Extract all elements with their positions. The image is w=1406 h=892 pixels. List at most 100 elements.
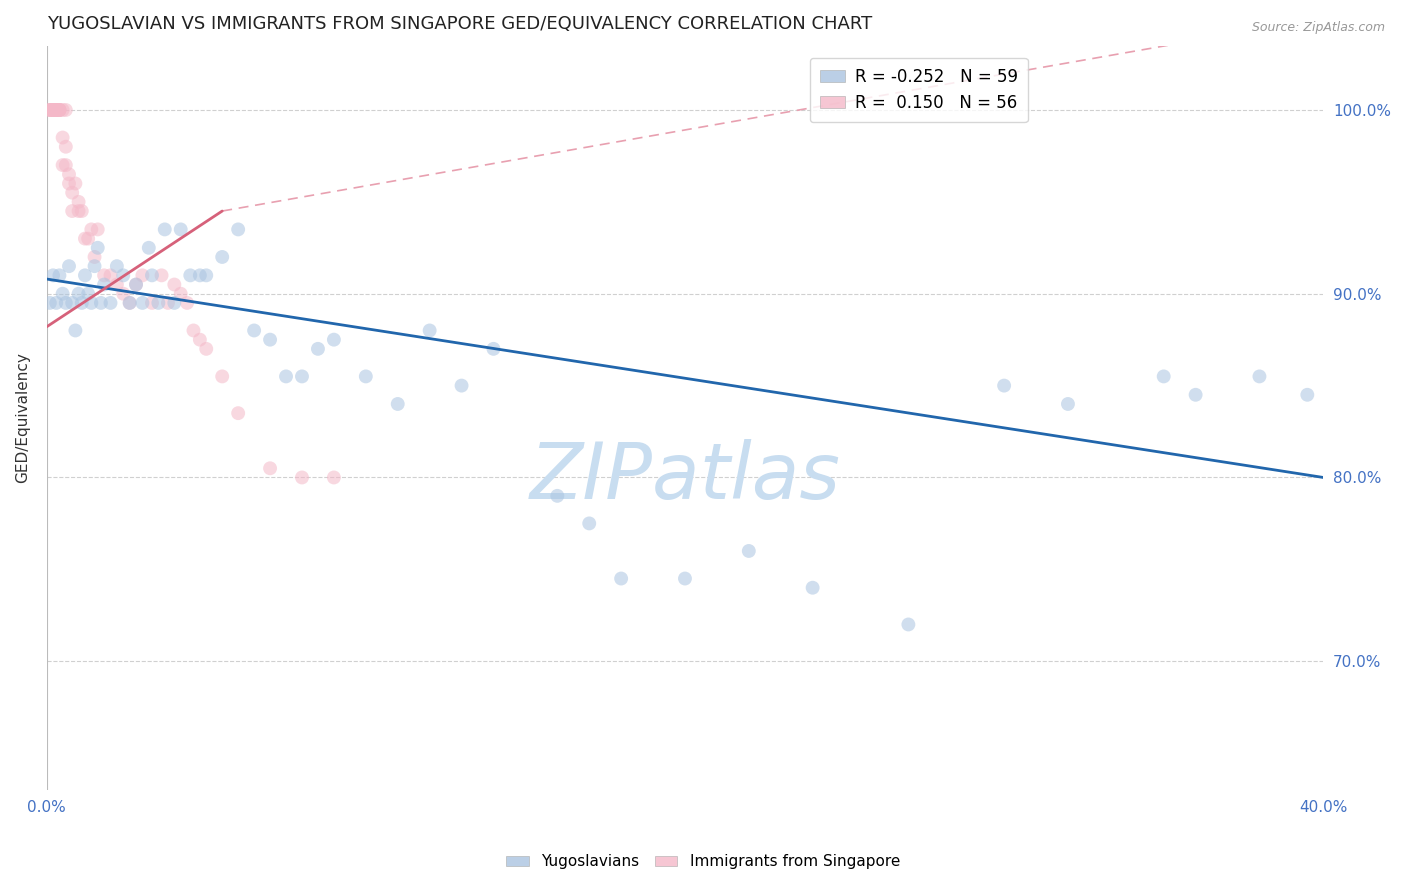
Point xyxy=(60,186,83,200)
Point xyxy=(125,277,148,292)
Point xyxy=(291,369,314,384)
Point xyxy=(141,296,163,310)
Point xyxy=(195,342,218,356)
Point xyxy=(243,323,266,337)
Point xyxy=(73,268,96,283)
Point xyxy=(60,296,83,310)
Point xyxy=(45,103,67,117)
Point xyxy=(450,378,472,392)
Point xyxy=(42,268,65,283)
Text: YUGOSLAVIAN VS IMMIGRANTS FROM SINGAPORE GED/EQUIVALENCY CORRELATION CHART: YUGOSLAVIAN VS IMMIGRANTS FROM SINGAPORE… xyxy=(46,15,872,33)
Point xyxy=(60,204,83,219)
Point xyxy=(48,103,70,117)
Y-axis label: GED/Equivalency: GED/Equivalency xyxy=(15,352,30,483)
Point xyxy=(100,268,122,283)
Point xyxy=(42,103,65,117)
Point xyxy=(170,286,193,301)
Point xyxy=(112,286,135,301)
Point xyxy=(55,103,77,117)
Point xyxy=(1057,397,1080,411)
Point xyxy=(118,296,141,310)
Legend: R = -0.252   N = 59, R =  0.150   N = 56: R = -0.252 N = 59, R = 0.150 N = 56 xyxy=(810,58,1028,122)
Point xyxy=(546,489,568,503)
Point xyxy=(52,158,75,172)
Point xyxy=(67,286,90,301)
Point xyxy=(67,194,90,209)
Point xyxy=(38,103,60,117)
Point xyxy=(58,167,80,181)
Point xyxy=(80,296,103,310)
Point xyxy=(90,296,112,310)
Point xyxy=(141,268,163,283)
Point xyxy=(52,130,75,145)
Text: ZIPatlas: ZIPatlas xyxy=(530,439,841,516)
Point xyxy=(993,378,1015,392)
Point xyxy=(150,268,173,283)
Point xyxy=(578,516,600,531)
Point xyxy=(42,103,65,117)
Point xyxy=(38,296,60,310)
Point xyxy=(1296,388,1319,402)
Point xyxy=(93,277,115,292)
Point xyxy=(183,323,205,337)
Point xyxy=(307,342,329,356)
Point xyxy=(67,204,90,219)
Point xyxy=(1184,388,1206,402)
Point xyxy=(45,296,67,310)
Point xyxy=(65,177,87,191)
Point xyxy=(58,177,80,191)
Point xyxy=(387,397,409,411)
Point xyxy=(125,277,148,292)
Point xyxy=(156,296,179,310)
Point xyxy=(188,333,211,347)
Point xyxy=(65,323,87,337)
Legend: Yugoslavians, Immigrants from Singapore: Yugoslavians, Immigrants from Singapore xyxy=(501,848,905,875)
Point xyxy=(52,103,75,117)
Point xyxy=(226,222,249,236)
Point xyxy=(322,470,344,484)
Point xyxy=(55,296,77,310)
Point xyxy=(148,296,170,310)
Point xyxy=(77,231,100,245)
Point xyxy=(170,222,193,236)
Point xyxy=(105,277,128,292)
Point xyxy=(138,241,160,255)
Point xyxy=(87,241,110,255)
Point xyxy=(738,544,761,558)
Point xyxy=(419,323,441,337)
Point xyxy=(163,296,186,310)
Point xyxy=(42,103,65,117)
Point xyxy=(211,369,233,384)
Point xyxy=(38,103,60,117)
Point xyxy=(70,204,93,219)
Point xyxy=(673,572,696,586)
Point xyxy=(211,250,233,264)
Point xyxy=(100,296,122,310)
Point xyxy=(1153,369,1175,384)
Point xyxy=(195,268,218,283)
Point xyxy=(48,103,70,117)
Point xyxy=(38,103,60,117)
Point xyxy=(801,581,824,595)
Point xyxy=(45,103,67,117)
Point xyxy=(1249,369,1271,384)
Point xyxy=(58,259,80,273)
Point xyxy=(48,103,70,117)
Point xyxy=(131,296,153,310)
Point xyxy=(188,268,211,283)
Point xyxy=(610,572,633,586)
Point xyxy=(274,369,297,384)
Point xyxy=(48,103,70,117)
Point xyxy=(70,296,93,310)
Point xyxy=(105,259,128,273)
Point xyxy=(80,222,103,236)
Point xyxy=(87,222,110,236)
Point xyxy=(45,103,67,117)
Point xyxy=(112,268,135,283)
Point xyxy=(354,369,377,384)
Point xyxy=(118,296,141,310)
Text: Source: ZipAtlas.com: Source: ZipAtlas.com xyxy=(1251,21,1385,34)
Point xyxy=(259,333,281,347)
Point xyxy=(131,268,153,283)
Point xyxy=(163,277,186,292)
